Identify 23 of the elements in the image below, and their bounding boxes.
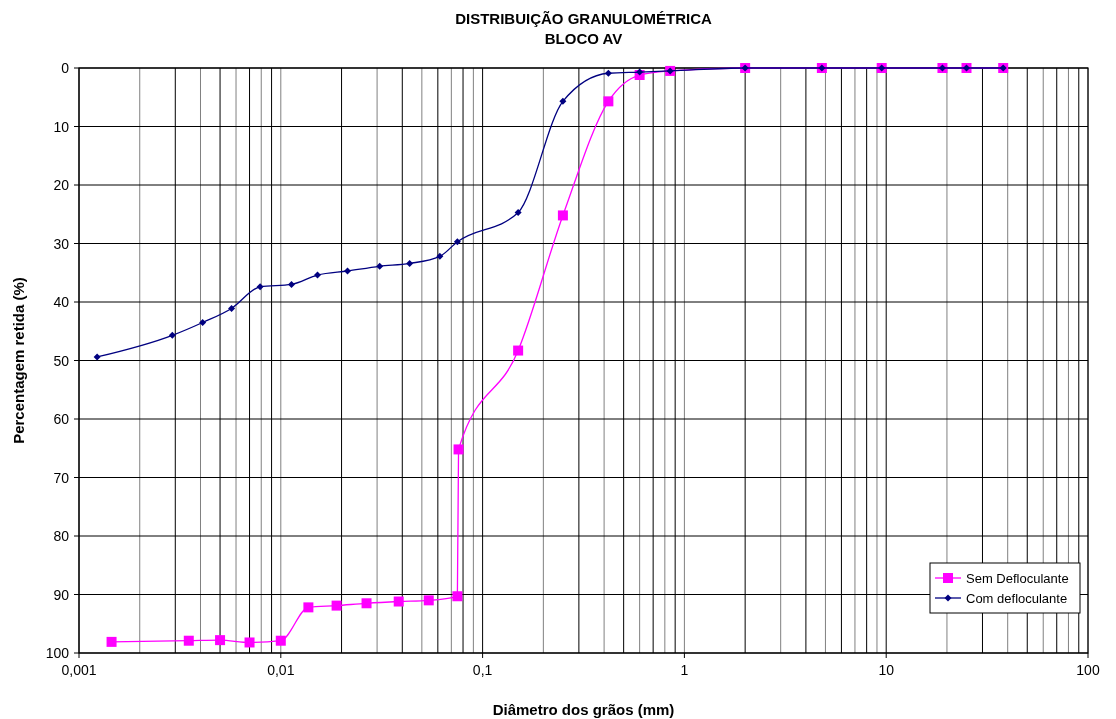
y-tick-label: 60	[53, 411, 70, 427]
y-tick-label: 70	[53, 469, 70, 486]
x-tick-label: 0,001	[61, 662, 97, 678]
legend-label: Com defloculante	[966, 591, 1068, 606]
y-axis-title: Percentagem retida (%)	[10, 277, 27, 444]
y-tick-label: 30	[53, 235, 70, 252]
x-tick-label: 0,01	[267, 662, 295, 678]
x-tick-label: 1	[680, 662, 689, 678]
legend-label: Sem Defloculante	[966, 571, 1069, 586]
y-tick-label: 100	[45, 645, 70, 661]
x-tick-label: 10	[878, 662, 895, 678]
y-tick-label: 20	[53, 177, 70, 193]
y-tick-label: 10	[53, 118, 70, 135]
y-tick-label: 40	[53, 294, 70, 310]
x-axis-title: Diâmetro dos grãos (mm)	[492, 701, 675, 718]
y-tick-label: 80	[53, 528, 70, 544]
y-tick-label: 90	[53, 586, 70, 603]
y-tick-label: 50	[53, 352, 70, 369]
x-tick-label: 0,1	[472, 662, 493, 678]
chart-subtitle: BLOCO AV	[544, 30, 623, 47]
x-tick-label: 100	[1076, 662, 1100, 678]
chart-title: DISTRIBUIÇÃO GRANULOMÉTRICA	[455, 10, 712, 27]
y-tick-label: 0	[61, 60, 70, 76]
